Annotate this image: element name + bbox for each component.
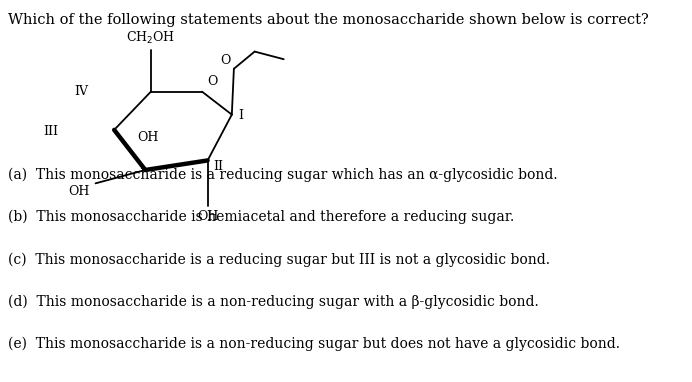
Text: IV: IV <box>75 85 89 98</box>
Text: I: I <box>239 109 244 122</box>
Text: O: O <box>220 54 230 67</box>
Text: OH: OH <box>197 210 218 223</box>
Text: (c)  This monosaccharide is a reducing sugar but III is not a glycosidic bond.: (c) This monosaccharide is a reducing su… <box>8 252 550 267</box>
Text: II: II <box>213 160 223 173</box>
Text: Which of the following statements about the monosaccharide shown below is correc: Which of the following statements about … <box>8 13 649 28</box>
Text: CH$_2$OH: CH$_2$OH <box>127 30 175 46</box>
Text: (e)  This monosaccharide is a non-reducing sugar but does not have a glycosidic : (e) This monosaccharide is a non-reducin… <box>8 336 620 351</box>
Text: (b)  This monosaccharide is hemiacetal and therefore a reducing sugar.: (b) This monosaccharide is hemiacetal an… <box>8 210 515 225</box>
Text: OH: OH <box>69 185 90 198</box>
Text: (d)  This monosaccharide is a non-reducing sugar with a β-glycosidic bond.: (d) This monosaccharide is a non-reducin… <box>8 294 539 309</box>
Text: (a)  This monosaccharide is a reducing sugar which has an α-glycosidic bond.: (a) This monosaccharide is a reducing su… <box>8 168 558 183</box>
Text: OH: OH <box>137 131 158 144</box>
Text: O: O <box>208 75 218 88</box>
Text: III: III <box>43 125 58 138</box>
